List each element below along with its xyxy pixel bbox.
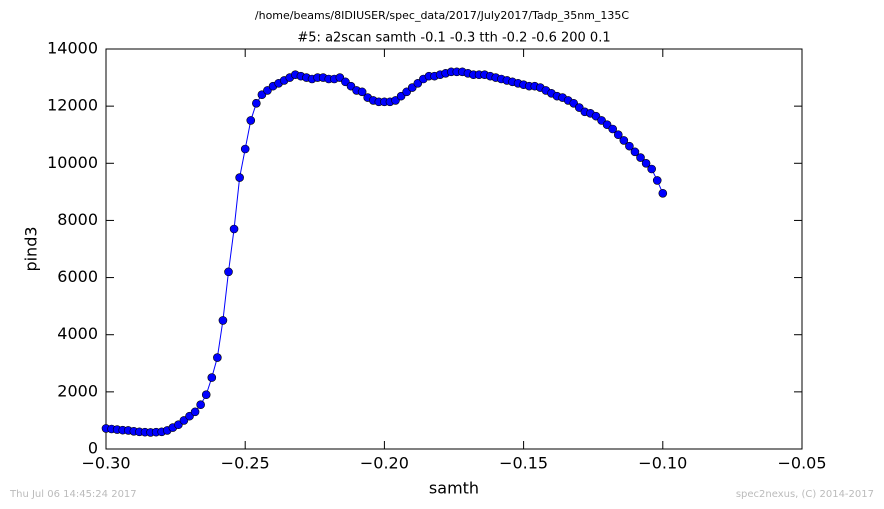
data-point bbox=[608, 124, 617, 134]
data-point bbox=[252, 98, 261, 108]
y-tick-label: 14000 bbox=[47, 39, 98, 58]
data-point bbox=[240, 144, 250, 154]
data-point bbox=[224, 267, 233, 277]
data-point bbox=[235, 173, 244, 182]
suptitle: /home/beams/8IDIUSER/spec_data/2017/July… bbox=[255, 9, 630, 22]
chart-title: #5: a2scan samth -0.1 -0.3 tth -0.2 -0.6… bbox=[297, 31, 610, 46]
y-tick-label: 6000 bbox=[57, 267, 98, 286]
footer-left: Thu Jul 06 14:45:24 2017 bbox=[9, 489, 137, 500]
x-axis-label: samth bbox=[429, 479, 479, 498]
data-point bbox=[190, 407, 200, 417]
y-tick-label: 2000 bbox=[57, 381, 98, 400]
data-point bbox=[647, 164, 656, 174]
footer-right: spec2nexus, (C) 2014-2017 bbox=[736, 489, 874, 500]
y-tick-label: 8000 bbox=[57, 210, 98, 229]
data-point bbox=[619, 136, 629, 145]
y-tick-label: 10000 bbox=[47, 153, 98, 172]
data-point bbox=[196, 400, 205, 410]
data-point bbox=[213, 353, 222, 362]
x-tick-label: −0.20 bbox=[360, 454, 409, 473]
data-point bbox=[218, 316, 228, 325]
y-tick-label: 0 bbox=[88, 439, 98, 458]
data-point bbox=[652, 176, 662, 185]
data-point bbox=[658, 188, 668, 198]
data-point bbox=[207, 373, 217, 382]
data-line bbox=[105, 71, 664, 433]
x-tick-label: −0.05 bbox=[777, 454, 826, 473]
y-axis-label: pind3 bbox=[22, 226, 41, 271]
y-tick-label: 4000 bbox=[57, 324, 98, 343]
data-point bbox=[229, 224, 239, 234]
x-tick-label: −0.25 bbox=[221, 454, 270, 473]
data-point bbox=[201, 390, 211, 400]
data-point bbox=[636, 153, 645, 162]
data-point bbox=[641, 158, 651, 168]
x-tick-label: −0.15 bbox=[499, 454, 548, 473]
x-tick-label: −0.10 bbox=[638, 454, 687, 473]
data-point bbox=[630, 147, 640, 157]
data-point bbox=[357, 87, 367, 97]
y-tick-label: 12000 bbox=[47, 96, 98, 115]
data-point bbox=[625, 141, 634, 151]
x-tick-label: −0.30 bbox=[81, 454, 130, 473]
plot-frame bbox=[105, 48, 803, 450]
data-point bbox=[246, 116, 256, 125]
data-point bbox=[613, 130, 623, 140]
